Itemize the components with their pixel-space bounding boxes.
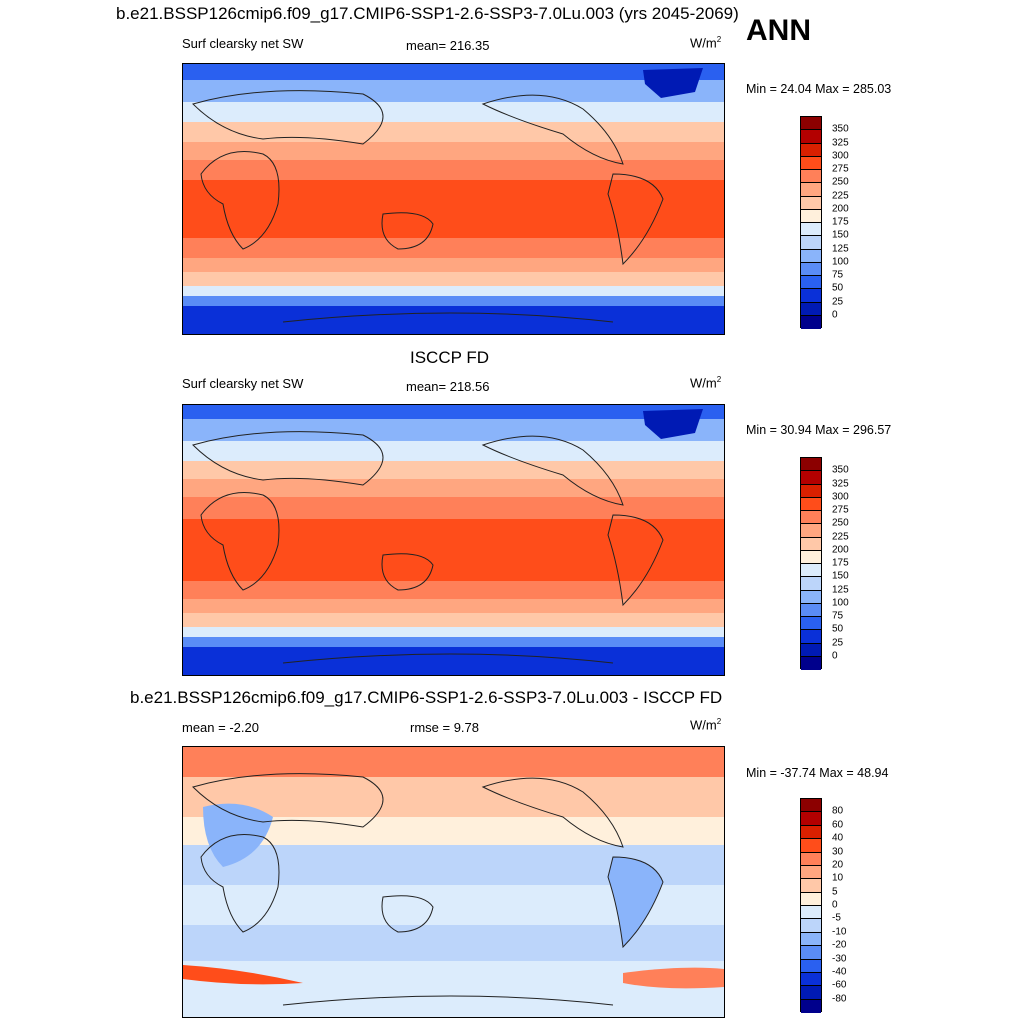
australia-outline — [381, 553, 434, 591]
panel-rmse-label: rmse = 9.78 — [410, 720, 480, 735]
north-america-outline — [481, 435, 624, 506]
panel-minmax: Min = 24.04 Max = 285.03 — [746, 82, 892, 96]
africa-outline — [200, 492, 280, 591]
colorbar-tick: 25 — [832, 296, 844, 307]
colorbar-tick: 300 — [832, 150, 849, 162]
colorbar-diff — [800, 798, 822, 1013]
colorbar-tick: 125 — [832, 584, 849, 595]
panel-units: W/m2 — [690, 375, 722, 391]
colorbar-tick: 0 — [832, 899, 838, 911]
colorbar-tick: 60 — [832, 819, 844, 831]
africa-cool-patch — [203, 803, 273, 867]
australia-outline — [381, 895, 434, 933]
greenland-shape — [643, 68, 703, 98]
colorbar-tick: -5 — [832, 912, 841, 924]
antarctica-outline — [282, 653, 614, 664]
panel-units: W/m2 — [690, 717, 722, 733]
south-america-outline — [607, 514, 664, 607]
colorbar-tick: 75 — [832, 610, 844, 622]
map-diff — [182, 746, 725, 1018]
colorbar-tick: 5 — [832, 886, 838, 898]
colorbar-tick: 30 — [832, 846, 844, 857]
colorbar-tick: 50 — [832, 282, 844, 294]
colorbar-tick: 350 — [832, 123, 849, 135]
colorbar-tick: 25 — [832, 637, 844, 648]
panel-mean-label: mean= 218.56 — [406, 379, 490, 394]
colorbar-tick: 20 — [832, 859, 844, 871]
colorbar-tick: 250 — [832, 176, 849, 188]
colorbar-tick: 50 — [832, 623, 844, 635]
panel-units: W/m2 — [690, 35, 722, 51]
south-america-outline — [607, 856, 664, 949]
australia-outline — [381, 212, 434, 250]
colorbar-tick: 125 — [832, 243, 849, 254]
map-model — [182, 63, 725, 335]
season-label: ANN — [746, 14, 811, 47]
colorbar-tick: 325 — [832, 137, 849, 148]
colorbar-tick: 225 — [832, 190, 849, 201]
north-america-outline — [481, 777, 624, 848]
colorbar-tick: 75 — [832, 269, 844, 281]
colorbar-obs — [800, 457, 822, 670]
colorbar-tick: 200 — [832, 203, 849, 215]
antarctica-outline — [282, 995, 614, 1006]
colorbar-tick: 0 — [832, 650, 838, 662]
colorbar-tick: -30 — [832, 953, 847, 964]
north-america-outline — [481, 94, 624, 165]
colorbar-tick: -60 — [832, 979, 847, 991]
panel-header: ISCCP FD — [410, 348, 490, 367]
colorbar-tick: 325 — [832, 478, 849, 489]
colorbar-tick: -10 — [832, 926, 847, 938]
colorbar-tick: 150 — [832, 229, 849, 241]
main-title: b.e21.BSSP126cmip6.f09_g17.CMIP6-SSP1-2.… — [116, 4, 739, 23]
africa-outline — [200, 834, 280, 933]
greenland-shape — [643, 409, 703, 439]
africa-outline — [200, 151, 280, 250]
panel-variable-label: Surf clearsky net SW — [182, 376, 304, 391]
colorbar-tick: 275 — [832, 163, 849, 175]
colorbar-tick: -40 — [832, 966, 847, 978]
panel-variable-label: Surf clearsky net SW — [182, 36, 304, 51]
eurasia-outline — [192, 431, 384, 486]
south-america-cool-patch — [608, 857, 663, 947]
panel-header: b.e21.BSSP126cmip6.f09_g17.CMIP6-SSP1-2.… — [130, 688, 723, 707]
colorbar-tick: 225 — [832, 531, 849, 542]
colorbar-tick: 0 — [832, 309, 838, 321]
southern-ocean-warm-patch — [623, 967, 724, 989]
panel-minmax: Min = 30.94 Max = 296.57 — [746, 423, 892, 437]
colorbar-tick: 175 — [832, 216, 849, 228]
map-obs — [182, 404, 725, 676]
colorbar-model — [800, 116, 822, 329]
panel-mean-label: mean = -2.20 — [182, 720, 259, 735]
colorbar-tick: 100 — [832, 256, 849, 268]
colorbar-tick: 150 — [832, 570, 849, 582]
panel-mean-label: mean= 216.35 — [406, 38, 490, 53]
south-america-outline — [607, 173, 664, 266]
southern-ocean-warm-patch — [183, 965, 303, 985]
colorbar-tick: -80 — [832, 993, 847, 1005]
colorbar-tick: 80 — [832, 805, 844, 817]
colorbar-tick: 10 — [832, 872, 844, 884]
antarctica-outline — [282, 312, 614, 323]
panel-minmax: Min = -37.74 Max = 48.94 — [746, 766, 889, 780]
colorbar-tick: 200 — [832, 544, 849, 556]
colorbar-tick: 175 — [832, 557, 849, 569]
colorbar-tick: 40 — [832, 832, 844, 844]
colorbar-tick: 275 — [832, 504, 849, 516]
colorbar-tick: 250 — [832, 517, 849, 529]
colorbar-tick: -20 — [832, 939, 847, 951]
eurasia-outline — [192, 90, 384, 145]
eurasia-outline — [192, 773, 384, 828]
colorbar-tick: 100 — [832, 597, 849, 609]
colorbar-tick: 300 — [832, 491, 849, 503]
colorbar-tick: 350 — [832, 464, 849, 476]
